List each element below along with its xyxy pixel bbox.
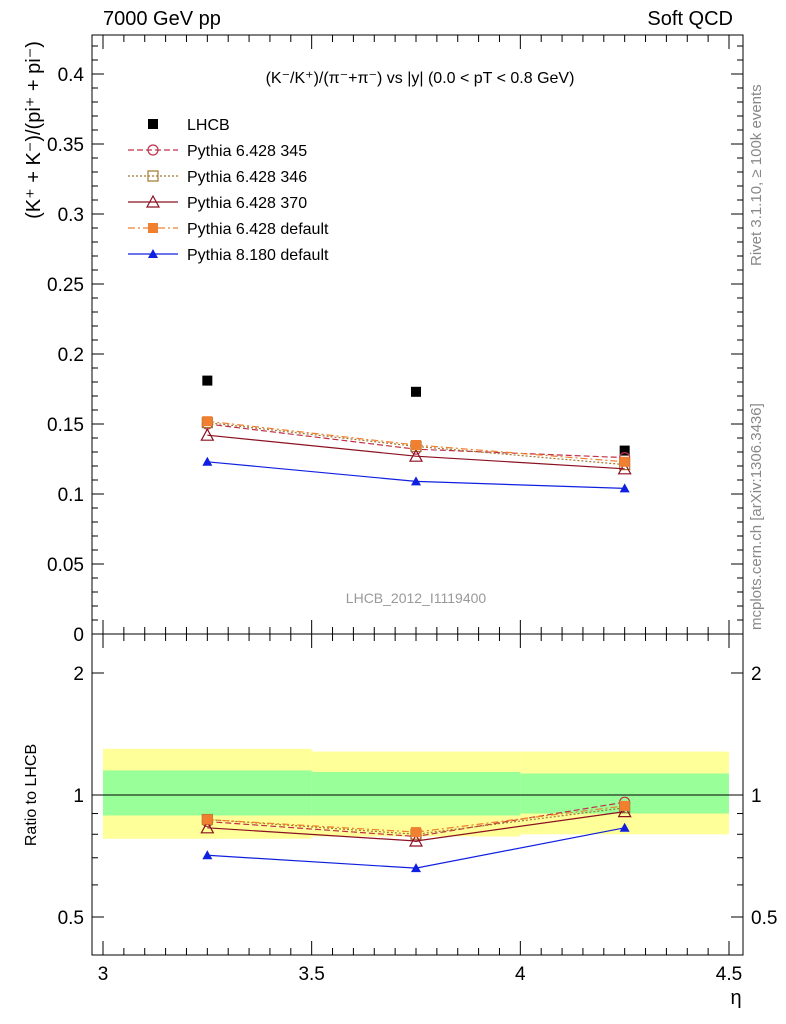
y-axis-label: (K⁺ + K⁻)/(pi⁺ + pi⁻) <box>23 41 45 219</box>
data-point-pythia-8-180-default <box>202 456 213 466</box>
data-point-pythia-8-180-default <box>411 476 421 486</box>
data-point-lhcb <box>202 375 213 386</box>
data-point-pythia-6-428-370 <box>200 427 215 441</box>
ratio-point-pythia-6-428-default <box>202 814 213 825</box>
legend-label: Pythia 6.428 346 <box>187 169 307 186</box>
ratio-point-pythia-8-180-default <box>202 850 213 860</box>
legend-label: Pythia 6.428 default <box>187 221 329 238</box>
ratio-y-tick-label-left: 1 <box>73 786 84 807</box>
y-tick-label: 0.3 <box>58 205 84 226</box>
x-tick-label: 3 <box>98 964 109 985</box>
ratio-point-pythia-8-180-default <box>619 822 630 832</box>
y-tick-label: 0.15 <box>47 415 84 436</box>
legend-marker-pythia-6-428-370 <box>145 194 161 208</box>
ratio-y-tick-label-left: 0.5 <box>58 908 84 929</box>
x-tick-label: 3.5 <box>298 964 324 985</box>
y-tick-label: 0.2 <box>58 345 84 366</box>
data-point-pythia-6-428-default <box>411 440 421 450</box>
rivet-version-label: Rivet 3.1.10, ≥ 100k events <box>748 84 765 266</box>
data-point-pythia-6-428-370 <box>408 448 424 462</box>
data-point-pythia-8-180-default <box>619 483 630 493</box>
ratio-point-pythia-6-428-370 <box>408 833 424 847</box>
ratio-y-tick-label-right: 2 <box>751 664 762 685</box>
legend-label: Pythia 6.428 370 <box>187 195 307 212</box>
legend-marker-pythia-6-428-346 <box>147 170 159 182</box>
series-line-pythia-6-428-346 <box>207 422 625 466</box>
ratio-y-axis-label: Ratio to LHCB <box>23 744 40 846</box>
ratio-point-pythia-6-428-default <box>619 800 630 811</box>
legend-marker-pythia-6-428-345 <box>147 144 159 156</box>
legend-marker-lhcb <box>148 119 158 129</box>
data-point-lhcb <box>411 386 421 397</box>
chart-title: (K⁻/K⁺)/(π⁻+π⁻) vs |y| (0.0 < pT < 0.8 G… <box>266 70 575 87</box>
ratio-point-pythia-8-180-default <box>411 863 421 873</box>
y-tick-label: 0.25 <box>47 275 84 296</box>
y-tick-label: 0.35 <box>47 135 84 156</box>
x-tick-label: 4.5 <box>716 964 742 985</box>
data-point-lhcb <box>619 445 630 456</box>
ratio-y-tick-label-right: 1 <box>751 786 762 807</box>
legend-label: LHCB <box>187 117 230 134</box>
mcplots-reference-label: mcplots.cern.ch [arXiv:1306.3436] <box>748 403 765 630</box>
ratio-point-pythia-6-428-370 <box>617 804 632 818</box>
ratio-y-tick-label-left: 2 <box>73 664 84 685</box>
data-point-pythia-6-428-370 <box>617 461 632 475</box>
legend-marker-pythia-8-180-default <box>148 249 158 258</box>
ratio-point-pythia-6-428-default <box>411 827 421 838</box>
ratio-line-pythia-6-428-default <box>207 805 625 833</box>
uncertainty-band-inner <box>103 770 312 816</box>
y-tick-label: 0 <box>73 625 84 646</box>
x-axis-label: η <box>730 987 741 1009</box>
y-tick-label: 0.05 <box>47 555 84 576</box>
legend-label: Pythia 6.428 345 <box>187 143 307 160</box>
process-label: Soft QCD <box>647 8 733 30</box>
ratio-point-pythia-6-428-370 <box>200 820 215 834</box>
series-line-pythia-6-428-370 <box>207 434 625 470</box>
data-point-pythia-6-428-default <box>202 416 213 427</box>
legend-label: Pythia 8.180 default <box>187 247 329 264</box>
ratio-y-tick-label-right: 0.5 <box>751 908 777 929</box>
legend-marker-pythia-6-428-default <box>148 223 158 233</box>
uncertainty-band-inner <box>311 771 521 816</box>
energy-label: 7000 GeV pp <box>103 8 221 30</box>
ratio-line-pythia-6-428-370 <box>207 811 625 842</box>
y-tick-label: 0.1 <box>58 485 84 506</box>
y-tick-label: 0.4 <box>58 65 85 86</box>
analysis-watermark: LHCB_2012_I1119400 <box>346 590 487 606</box>
data-point-pythia-6-428-default <box>619 456 630 467</box>
x-tick-label: 4 <box>515 964 526 985</box>
